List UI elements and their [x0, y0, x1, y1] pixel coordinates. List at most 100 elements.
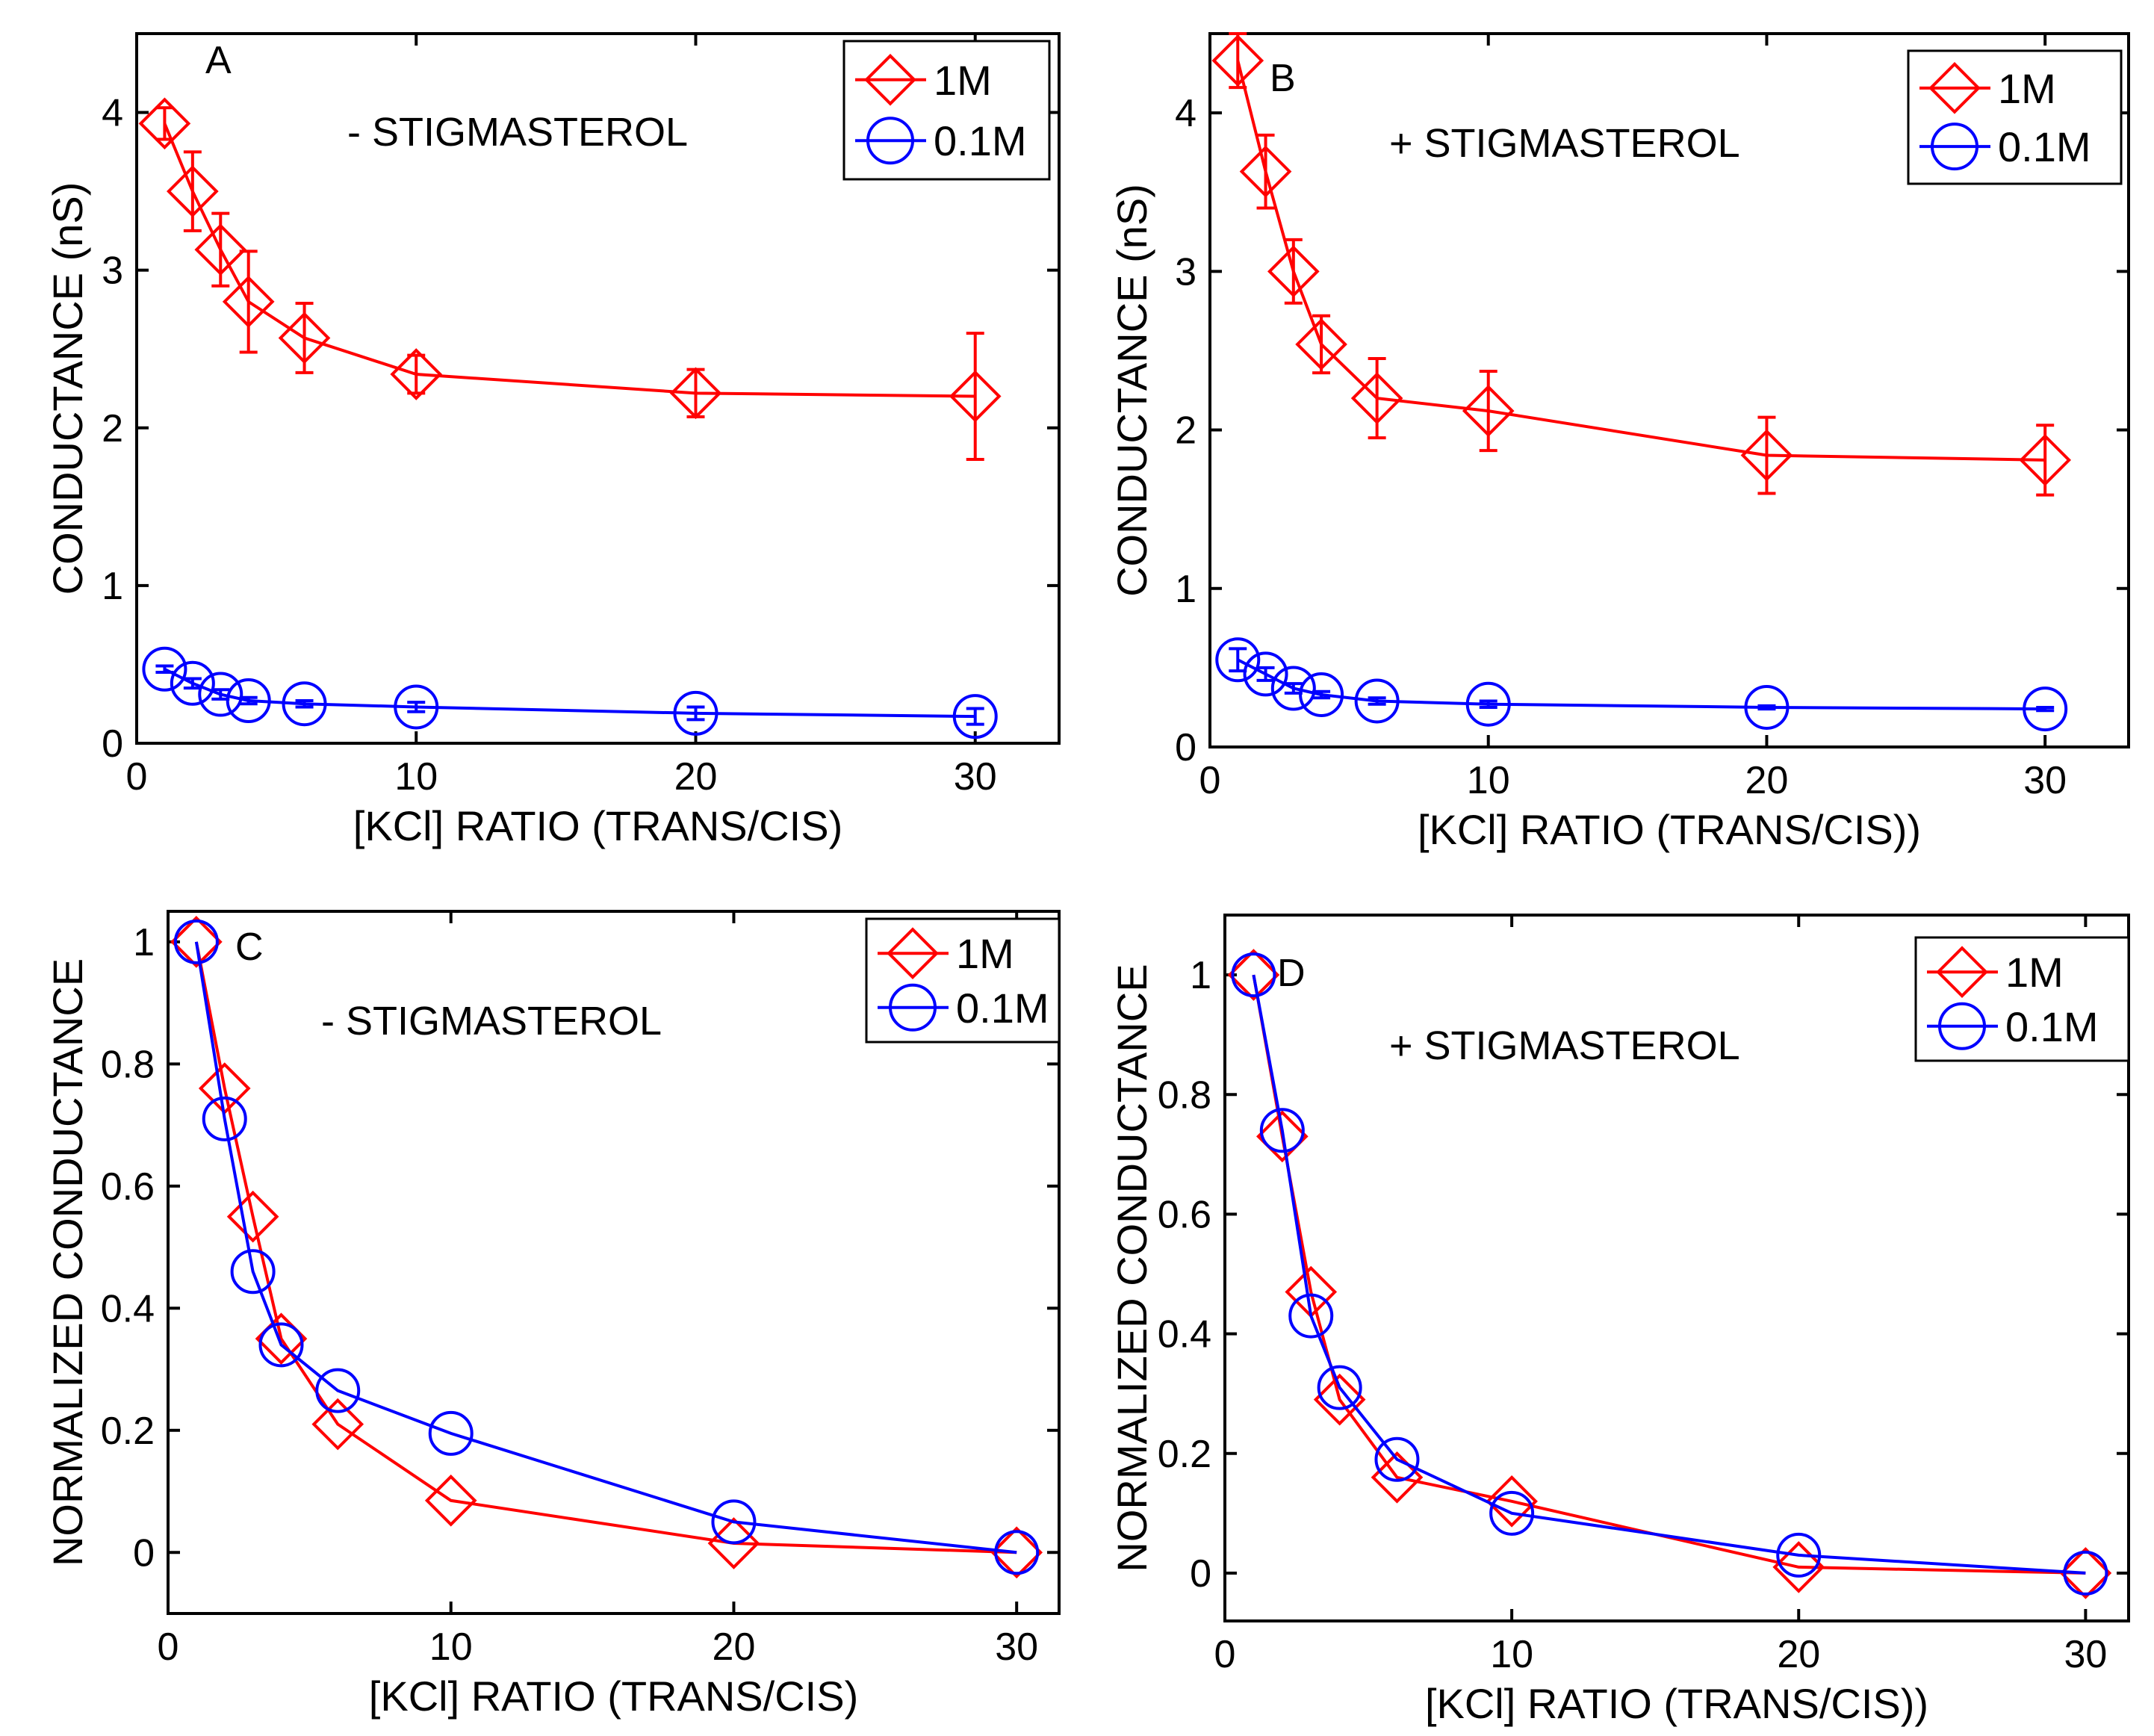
chart-panel-d: 0 10 20 30 0 0.2 0.4 0.6 0.8 1 [KCl] RATIO (TRANS/… — [1108, 914, 2130, 1727]
x-tick-label: 0 — [1214, 1633, 1236, 1676]
data-point-circle — [142, 646, 187, 692]
y-tick-label: 4 — [102, 92, 123, 135]
x-axis-label: [KCl] RATIO (TRANS/CIS)) — [1425, 1680, 1928, 1727]
y-tick-label: 1 — [102, 565, 123, 608]
x-tick-label: 30 — [954, 755, 997, 799]
series-1M — [138, 97, 1002, 461]
data-point-diamond — [1740, 429, 1793, 482]
data-point-diamond — [1211, 34, 1264, 87]
condition-annotation: - STIGMASTEROL — [321, 999, 662, 1044]
data-point-circle — [1259, 1108, 1305, 1153]
legend-label: 1M — [956, 930, 1014, 977]
x-tick-label: 30 — [995, 1625, 1038, 1669]
data-point-diamond — [1486, 1475, 1538, 1528]
x-axis-label: [KCl] RATIO (TRANS/CIS) — [369, 1673, 858, 1720]
data-point-circle — [1288, 1293, 1334, 1339]
y-tick-label: 2 — [102, 407, 123, 450]
series-line — [163, 123, 975, 398]
data-point-circle — [1354, 678, 1400, 724]
data-point-circle — [1215, 637, 1261, 683]
condition-annotation: - STIGMASTEROL — [347, 110, 688, 155]
x-tick-label: 30 — [2064, 1633, 2107, 1676]
x-tick-label: 20 — [713, 1625, 756, 1669]
data-point-diamond — [390, 348, 443, 400]
data-point-diamond — [424, 1474, 477, 1527]
series-line — [194, 941, 1017, 1554]
y-axis-label: CONDUCTANCE (nS) — [44, 182, 91, 595]
y-tick-label: 0 — [133, 1531, 155, 1575]
data-point-diamond — [1313, 1373, 1366, 1426]
legend-marker-circle — [1931, 123, 1978, 171]
series-1M — [1211, 32, 2072, 497]
data-point-circle — [1317, 1365, 1362, 1410]
y-tick-label: 1 — [133, 921, 155, 964]
data-point-circle — [428, 1410, 474, 1456]
data-point-diamond — [311, 1398, 364, 1451]
condition-annotation: + STIGMASTEROL — [1389, 1023, 1740, 1068]
legend-label: 0.1M — [956, 985, 1049, 1032]
series-line — [1236, 60, 2046, 462]
legend-label: 1M — [1998, 65, 2056, 112]
data-point-circle — [315, 1368, 361, 1413]
data-point-circle — [226, 678, 271, 723]
data-point-diamond — [990, 1526, 1043, 1579]
y-tick-label: 0 — [1190, 1552, 1211, 1596]
data-point-diamond — [2019, 434, 2072, 486]
data-point-diamond — [170, 916, 223, 968]
y-tick-label: 0.4 — [1158, 1313, 1211, 1357]
y-tick-label: 0 — [102, 722, 123, 766]
y-axis-label: CONDUCTANCE (nS) — [1108, 184, 1155, 597]
legend-label: 0.1M — [2005, 1003, 2099, 1050]
y-tick-label: 0.2 — [1158, 1433, 1211, 1476]
x-tick-label: 20 — [1745, 759, 1789, 802]
condition-annotation: + STIGMASTEROL — [1389, 121, 1740, 166]
data-point-diamond — [1239, 145, 1292, 198]
y-tick-label: 4 — [1175, 92, 1197, 135]
series-01M — [173, 919, 1040, 1575]
chart-panel-c: 0 10 20 30 0 0.2 0.4 0.6 0.8 1 [KCl] RATIO (TRANS/… — [44, 910, 1061, 1720]
panel-letter: B — [1270, 57, 1296, 100]
legend: 1M 0.1M — [842, 40, 1051, 181]
series-01M — [1231, 952, 2108, 1596]
data-point-diamond — [1227, 949, 1280, 1001]
legend-box — [865, 917, 1061, 1044]
data-point-circle — [711, 1499, 757, 1545]
chart-panel-a: 0 10 20 30 0 1 2 3 4 [KCl] RATIO (TRANS/CIS) CONDU… — [44, 32, 1061, 849]
data-point-diamond — [138, 97, 191, 150]
y-tick-label: 0 — [1175, 726, 1197, 769]
series-line — [1237, 658, 2046, 711]
data-point-circle — [1489, 1490, 1535, 1536]
x-tick-label: 20 — [674, 755, 718, 799]
y-tick-label: 0.6 — [101, 1165, 155, 1209]
data-point-circle — [282, 681, 327, 727]
data-point-circle — [1243, 651, 1288, 697]
data-point-diamond — [167, 165, 219, 217]
panel-letter: A — [205, 39, 232, 82]
x-tick-label: 10 — [1490, 1633, 1533, 1676]
data-point-diamond — [2059, 1547, 2112, 1599]
data-point-diamond — [278, 311, 331, 365]
y-tick-label: 0.2 — [101, 1410, 155, 1453]
legend: 1M 0.1M — [1914, 936, 2130, 1062]
chart-panel-b: 0 10 20 30 0 1 2 3 4 [KCl] RATIO (TRANS/CIS)) COND… — [1108, 32, 2130, 853]
data-point-circle — [1776, 1532, 1822, 1578]
data-point-circle — [1374, 1436, 1420, 1482]
y-tick-label: 1 — [1190, 954, 1211, 997]
x-tick-label: 0 — [1199, 759, 1221, 802]
data-point-diamond — [949, 370, 1002, 423]
data-point-circle — [198, 672, 243, 717]
data-point-circle — [1465, 681, 1511, 727]
data-point-circle — [2063, 1550, 2108, 1596]
data-point-diamond — [1295, 318, 1347, 371]
data-point-diamond — [1371, 1451, 1424, 1504]
series-line — [164, 667, 975, 719]
x-tick-label: 10 — [394, 755, 438, 799]
x-tick-label: 0 — [158, 1625, 179, 1669]
series-01M — [1215, 637, 2068, 732]
legend-label: 0.1M — [1998, 123, 2091, 170]
data-point-diamond — [669, 367, 722, 420]
legend-marker-diamond — [864, 53, 916, 106]
legend-marker-circle — [866, 117, 914, 165]
y-tick-label: 0.4 — [101, 1287, 155, 1330]
